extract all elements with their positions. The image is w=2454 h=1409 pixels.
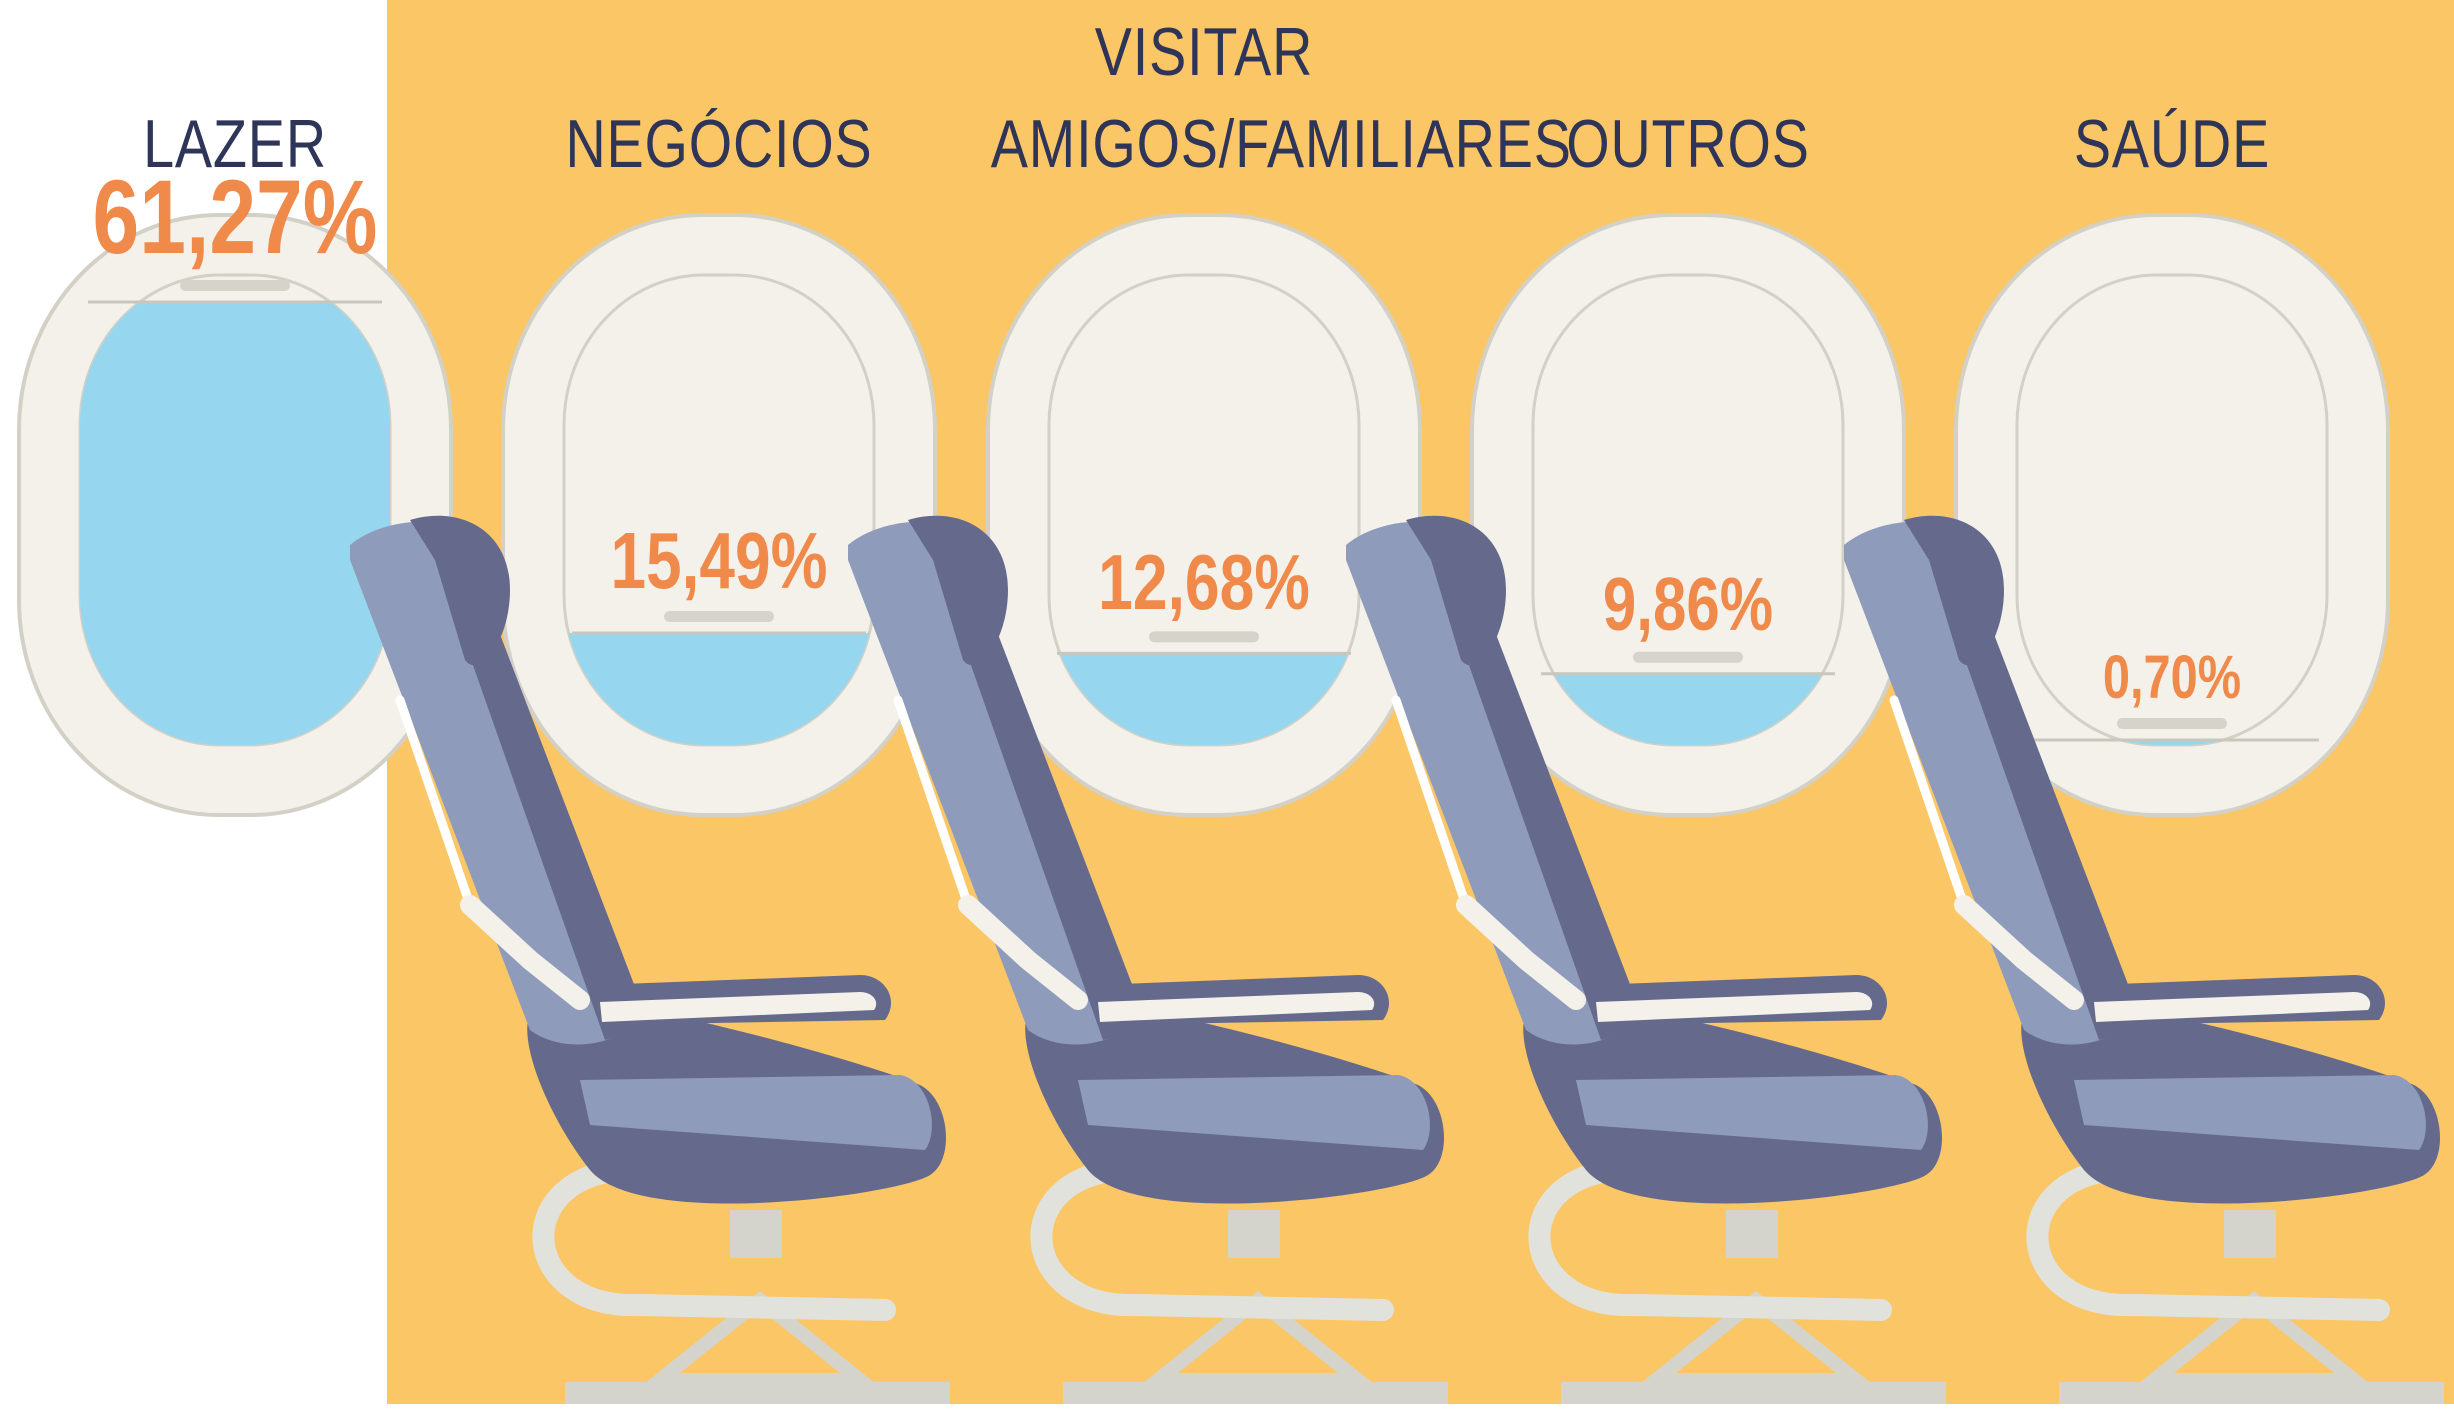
value-label: 61,27% bbox=[92, 158, 378, 276]
seat-armrest-pad bbox=[2094, 992, 2371, 1022]
sky-bar bbox=[80, 301, 390, 745]
category-label-line: LAZER bbox=[143, 106, 327, 182]
seat-leg bbox=[1030, 1159, 1394, 1321]
seat-armrest-pad bbox=[600, 992, 877, 1022]
seat-base-brace bbox=[1138, 1291, 1378, 1387]
category-label: LAZER bbox=[22, 98, 448, 190]
window-0 bbox=[17, 213, 453, 817]
shade-handle bbox=[180, 279, 290, 291]
seat-base-rail bbox=[2059, 1382, 2444, 1404]
shade-handle bbox=[1633, 651, 1743, 663]
category-label-line: SAÚDE bbox=[2073, 106, 2271, 182]
seat-backrest-side bbox=[1944, 530, 2135, 1040]
seat-armrest-pad bbox=[1098, 992, 1375, 1022]
seat-headrest bbox=[1904, 515, 2004, 666]
window-2 bbox=[986, 213, 1422, 817]
seat-post bbox=[1228, 1210, 1280, 1258]
seat-backrest-side bbox=[1446, 530, 1637, 1040]
category-label: VISITAR AMIGOS/FAMILIARES bbox=[990, 6, 1572, 190]
seat-cushion-top bbox=[580, 1075, 932, 1150]
seats-layer bbox=[350, 515, 2444, 1404]
category-label: NEGÓCIOS bbox=[506, 98, 932, 190]
seat-headrest bbox=[1406, 515, 1506, 666]
shade-handle bbox=[1149, 631, 1259, 643]
seat-3 bbox=[1844, 515, 2444, 1404]
seat-armrest-strap bbox=[460, 895, 590, 1010]
category-label-line: NEGÓCIOS bbox=[565, 106, 873, 182]
seat-post bbox=[2224, 1210, 2276, 1258]
seat-headrest bbox=[908, 515, 1008, 666]
shade-handle bbox=[2117, 717, 2227, 729]
seat-base-brace bbox=[640, 1291, 880, 1387]
window-3 bbox=[1470, 213, 1906, 817]
value-label: 9,86% bbox=[1602, 561, 1774, 646]
category-label: SAÚDE bbox=[1959, 98, 2385, 190]
seat-armrest-strap bbox=[958, 895, 1088, 1010]
seat-leg bbox=[532, 1159, 896, 1321]
category-label-line: OUTROS bbox=[1566, 106, 1810, 182]
seat-armrest-pad bbox=[1596, 992, 1873, 1022]
seat-back-stripe bbox=[893, 695, 973, 910]
seat-armrest-strap bbox=[1954, 895, 2084, 1010]
seat-backrest-side bbox=[450, 530, 641, 1040]
seat-backrest-side bbox=[948, 530, 1139, 1040]
sky-bar bbox=[2017, 739, 2327, 745]
seat-cushion-top bbox=[1576, 1075, 1928, 1150]
seat-armrest-strap bbox=[1456, 895, 1586, 1010]
seat-0 bbox=[350, 515, 950, 1404]
seat-back-stripe bbox=[1391, 695, 1471, 910]
seat-1 bbox=[848, 515, 1448, 1404]
seat-post bbox=[1726, 1210, 1778, 1258]
seat-back-stripe bbox=[1889, 695, 1969, 910]
value-label: 0,70% bbox=[2102, 642, 2242, 711]
category-label-line: AMIGOS/FAMILIARES bbox=[990, 106, 1572, 182]
seat-base-brace bbox=[2134, 1291, 2374, 1387]
seat-leg bbox=[2026, 1159, 2390, 1321]
window-1 bbox=[501, 213, 937, 817]
category-label: OUTROS bbox=[1475, 98, 1901, 190]
category-label-line: VISITAR bbox=[1094, 14, 1314, 90]
shade-handle bbox=[664, 610, 774, 622]
seat-back-stripe bbox=[395, 695, 475, 910]
value-label: 15,49% bbox=[610, 515, 828, 605]
seat-cushion-top bbox=[1078, 1075, 1430, 1150]
seat-base-rail bbox=[565, 1382, 950, 1404]
window-4 bbox=[1954, 213, 2390, 817]
seat-base-rail bbox=[1561, 1382, 1946, 1404]
seat-headrest bbox=[410, 515, 510, 666]
seat-leg bbox=[1528, 1159, 1892, 1321]
seat-base-rail bbox=[1063, 1382, 1448, 1404]
windows-layer bbox=[17, 213, 2390, 817]
value-label: 12,68% bbox=[1098, 538, 1310, 627]
seat-cushion-top bbox=[2074, 1075, 2426, 1150]
seat-post bbox=[730, 1210, 782, 1258]
seat-base-brace bbox=[1636, 1291, 1876, 1387]
seat-2 bbox=[1346, 515, 1946, 1404]
